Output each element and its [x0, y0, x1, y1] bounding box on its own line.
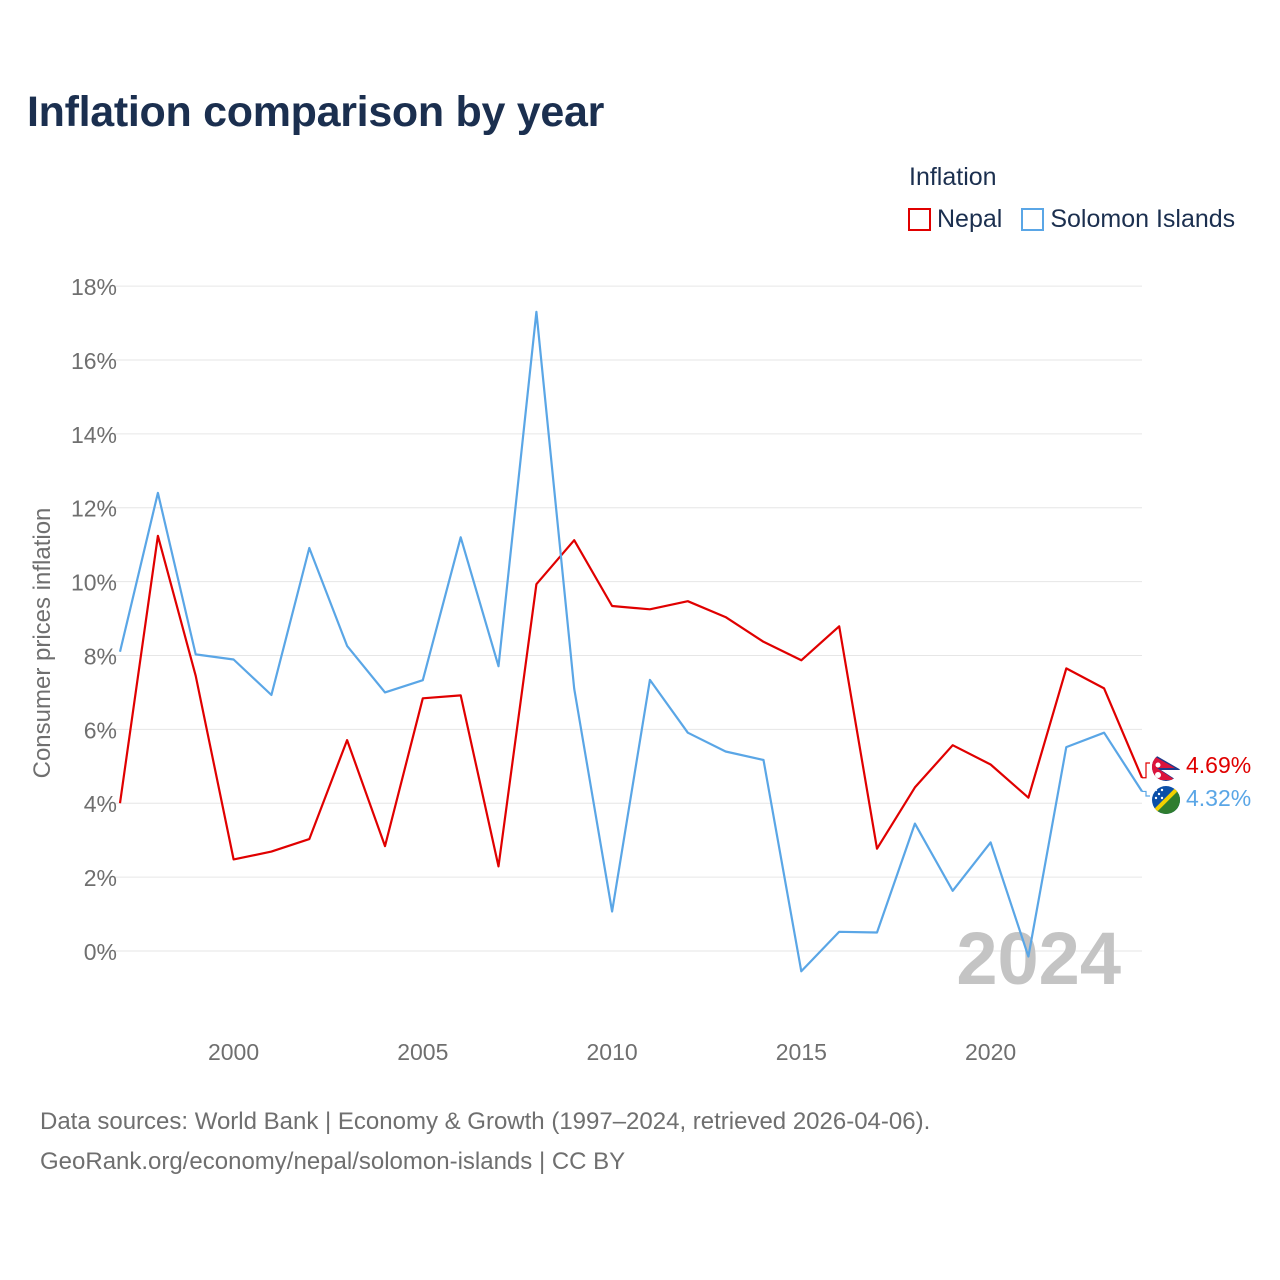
legend-swatch-solomon-islands	[1021, 208, 1045, 231]
y-tick-label: 8%	[84, 643, 117, 669]
legend-label-nepal: Nepal	[937, 205, 1003, 233]
y-tick-label: 14%	[71, 422, 117, 448]
footer-attribution[interactable]: GeoRank.org/economy/nepal/solomon-island…	[40, 1148, 626, 1175]
series-line-nepal	[118, 534, 1144, 868]
y-tick-label: 6%	[84, 717, 117, 743]
legend-label-solomon-islands: Solomon Islands	[1050, 205, 1236, 233]
year-watermark: 2024	[956, 917, 1121, 1000]
y-tick-label: 12%	[71, 496, 117, 522]
end-label-nepal: 4.69%	[1186, 752, 1251, 778]
legend-item-nepal[interactable]: Nepal	[908, 205, 1002, 234]
x-tick-label: 2015	[776, 1039, 827, 1065]
legend: Nepal Solomon Islands	[908, 205, 1254, 234]
x-tick-label: 2020	[965, 1039, 1016, 1065]
solomon-islands-flag	[1152, 786, 1180, 814]
y-tick-label: 0%	[84, 939, 117, 965]
y-tick-label: 10%	[71, 570, 117, 596]
page-title: Inflation comparison by year	[27, 88, 605, 136]
end-label-solomon-islands: 4.32%	[1186, 785, 1251, 811]
x-tick-label: 2000	[208, 1039, 259, 1065]
legend-item-solomon-islands[interactable]: Solomon Islands	[1021, 205, 1235, 234]
y-tick-label: 18%	[71, 274, 117, 300]
series-line-solomon-islands	[118, 310, 1143, 973]
x-tick-label: 2010	[586, 1039, 637, 1065]
y-tick-label: 4%	[84, 791, 117, 817]
legend-swatch-nepal	[908, 208, 931, 231]
y-axis-label: Consumer prices inflation	[29, 508, 56, 779]
y-tick-label: 16%	[71, 348, 117, 374]
end-connector-nepal	[1142, 762, 1150, 779]
y-tick-label: 2%	[84, 865, 117, 891]
legend-title: Inflation	[909, 163, 997, 191]
end-connector-solomon-islands	[1142, 790, 1150, 797]
nepal-flag	[1152, 753, 1180, 781]
x-tick-label: 2005	[397, 1039, 448, 1065]
footer-sources: Data sources: World Bank | Economy & Gro…	[40, 1108, 931, 1135]
